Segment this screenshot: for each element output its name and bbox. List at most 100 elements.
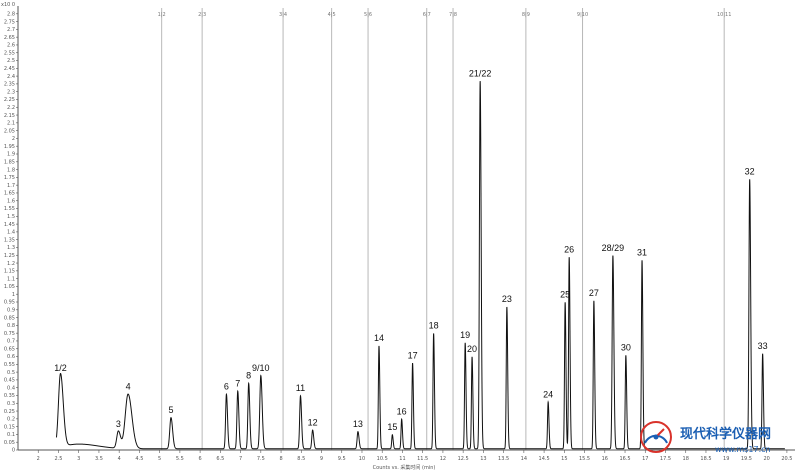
x-tick-label: 7 xyxy=(239,456,242,462)
x-tick-label: 8 xyxy=(279,456,282,462)
y-tick-label: 2.4 xyxy=(7,74,15,80)
watermark-url: www.ms17.cn xyxy=(715,445,771,454)
y-tick-label: 1.25 xyxy=(4,253,15,259)
y-tick-label: 0.65 xyxy=(4,346,15,352)
scale-label: x10 0 xyxy=(1,2,15,8)
peak-label: 6 xyxy=(224,381,229,391)
y-tick-label: 1.2 xyxy=(7,261,15,267)
x-tick-label: 20.5 xyxy=(781,456,792,462)
segment-label: 4|5 xyxy=(328,12,336,18)
y-tick-label: 2.55 xyxy=(4,50,15,56)
y-tick-label: 0.95 xyxy=(4,300,15,306)
y-tick-label: 0.2 xyxy=(7,417,15,423)
y-tick-label: 0.6 xyxy=(7,354,15,360)
y-tick-label: 1 xyxy=(12,292,15,298)
x-tick-label: 19.5 xyxy=(741,456,752,462)
peak-label: 4 xyxy=(126,381,131,391)
y-tick-label: 2.2 xyxy=(7,105,15,111)
peak-label: 20 xyxy=(467,344,477,354)
segment-markers: 1|2 2|3 3|4 4|5 5|6 6|7 7|8 8|9 9|10 10|11 xyxy=(158,8,731,450)
peak-label: 32 xyxy=(745,166,755,176)
x-tick-label: 5.5 xyxy=(176,456,184,462)
x-tick-label: 3 xyxy=(77,456,80,462)
peak-label: 3 xyxy=(116,419,121,429)
peak-label: 27 xyxy=(589,288,599,298)
x-axis-title: Counts vs. 采集时间 (min) xyxy=(373,464,436,471)
y-tick-label: 2.65 xyxy=(4,35,15,41)
y-tick-label: 2.6 xyxy=(7,43,15,49)
x-axis: 2 2.5 3 3.5 4 4.5 5 5.5 6 6.5 7 7.5 8 8.5 9 9.5 10 10.5 11… xyxy=(18,449,795,462)
segment-label: 8|9 xyxy=(522,12,530,18)
x-tick-label: 11 xyxy=(399,456,405,462)
y-tick-label: 0.7 xyxy=(7,339,15,345)
segment-label: 7|8 xyxy=(449,12,457,18)
y-tick-label: 0.55 xyxy=(4,362,15,368)
x-tick-label: 10.5 xyxy=(377,456,388,462)
watermark-title: 现代科学仪器网 xyxy=(680,426,771,442)
peak-label: 19 xyxy=(460,330,470,340)
y-tick-label: 2.1 xyxy=(7,121,15,127)
peak-label: 5 xyxy=(168,405,173,415)
peak-label: 23 xyxy=(502,294,512,304)
peak-label: 11 xyxy=(296,383,305,393)
x-tick-label: 5 xyxy=(158,456,161,462)
y-tick-label: 2.15 xyxy=(4,113,15,119)
x-tick-label: 11.5 xyxy=(417,456,428,462)
x-tick-label: 16.5 xyxy=(619,456,630,462)
x-tick-label: 19 xyxy=(723,456,729,462)
x-tick-label: 15.5 xyxy=(579,456,590,462)
y-tick-label: 1.8 xyxy=(7,167,15,173)
x-tick-label: 15 xyxy=(561,456,567,462)
x-tick-label: 13 xyxy=(480,456,486,462)
x-tick-label: 3.5 xyxy=(95,456,103,462)
y-tick-label: 0 xyxy=(12,448,15,454)
x-tick-label: 14.5 xyxy=(539,456,550,462)
y-tick-label: 2.7 xyxy=(7,27,15,33)
peak-label: 16 xyxy=(397,406,407,416)
y-tick-label: 1.1 xyxy=(7,276,15,282)
peak-label: 17 xyxy=(408,350,418,360)
y-tick-label: 1.3 xyxy=(7,245,15,251)
y-tick-label: 1.6 xyxy=(7,198,15,204)
y-tick-label: 1.15 xyxy=(4,269,15,275)
y-tick-label: 0.15 xyxy=(4,424,15,430)
peak-label: 12 xyxy=(308,417,318,427)
x-tick-label: 18 xyxy=(683,456,689,462)
x-tick-label: 8.5 xyxy=(297,456,305,462)
segment-label: 9|10 xyxy=(577,12,588,18)
x-tick-label: 12.5 xyxy=(458,456,469,462)
peak-label: 14 xyxy=(374,333,384,343)
y-tick-label: 2 xyxy=(12,136,15,142)
x-tick-label: 4 xyxy=(118,456,121,462)
y-tick-label: 0.9 xyxy=(7,307,15,313)
x-tick-label: 13.5 xyxy=(498,456,509,462)
peak-label: 7 xyxy=(235,378,240,388)
y-tick-label: 1.7 xyxy=(7,183,15,189)
x-tick-label: 2 xyxy=(37,456,40,462)
x-tick-label: 9.5 xyxy=(338,456,346,462)
peak-label: 8 xyxy=(246,371,251,381)
x-tick-label: 17.5 xyxy=(660,456,671,462)
segment-label: 2|3 xyxy=(198,12,206,18)
peak-label: 28/29 xyxy=(602,243,625,253)
peak-label: 31 xyxy=(637,247,647,257)
y-tick-label: 1.65 xyxy=(4,191,15,197)
x-tick-label: 7.5 xyxy=(257,456,265,462)
y-tick-label: 2.25 xyxy=(4,97,15,103)
segment-label: 6|7 xyxy=(423,12,431,18)
y-tick-label: 0.75 xyxy=(4,331,15,337)
chromatogram-trace xyxy=(55,81,785,450)
x-tick-label: 6 xyxy=(199,456,202,462)
y-tick-label: 1.95 xyxy=(4,144,15,150)
y-tick-label: 0.85 xyxy=(4,315,15,321)
peak-label: 1/2 xyxy=(54,363,67,373)
y-tick-label: 1.9 xyxy=(7,152,15,158)
y-tick-label: 2.3 xyxy=(7,89,15,95)
y-tick-label: 0.25 xyxy=(4,409,15,415)
x-tick-label: 20 xyxy=(763,456,769,462)
peak-label: 25 xyxy=(560,290,570,300)
y-tick-label: 1.35 xyxy=(4,237,15,243)
y-tick-label: 2.5 xyxy=(7,58,15,64)
